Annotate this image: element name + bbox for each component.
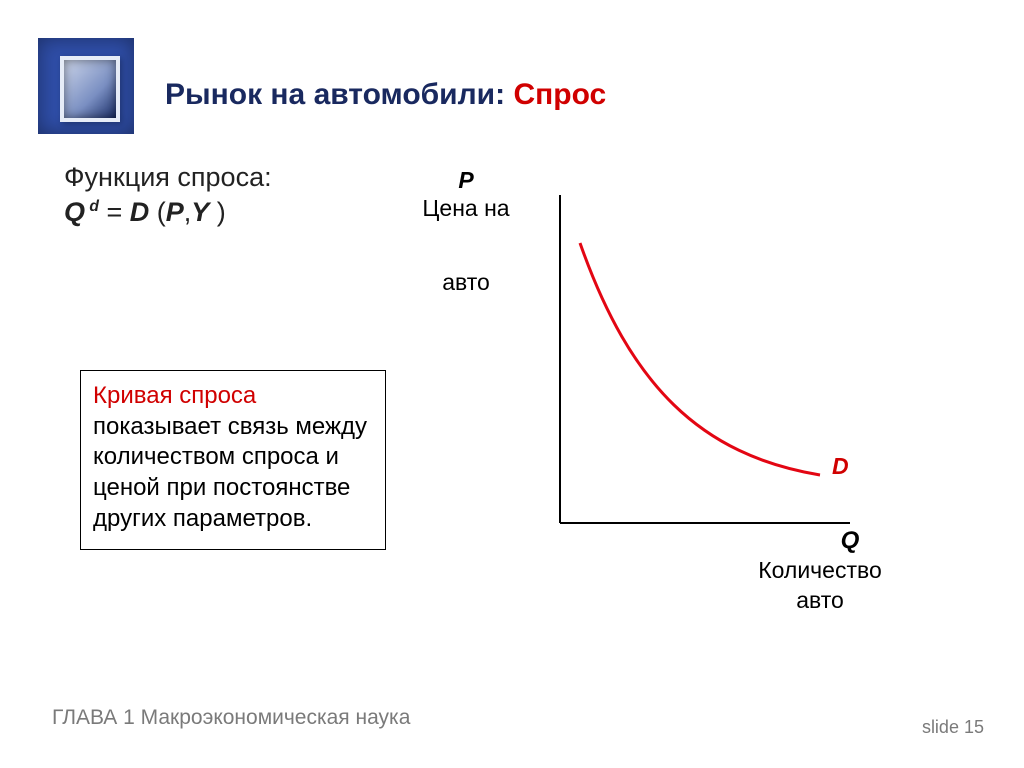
title-part2: Спрос bbox=[513, 78, 606, 111]
slide-logo bbox=[38, 38, 134, 134]
footer-slide-number: slide 15 bbox=[922, 717, 984, 738]
demand-curve-callout: Кривая спроса показывает связь между кол… bbox=[80, 370, 386, 550]
eq-P: P bbox=[166, 197, 184, 227]
demand-curve-chart: P Цена на авто D Q Количество авто bbox=[440, 165, 860, 585]
title-part1: Рынок на автомобили: bbox=[165, 78, 513, 111]
axis-label-Q-text1: Количество bbox=[730, 557, 910, 584]
axis-label-Q-text2: авто bbox=[730, 587, 910, 614]
callout-lead: Кривая спроса bbox=[93, 382, 256, 409]
axis-label-P-text2: авто bbox=[406, 269, 526, 296]
axis-label-Q: Q bbox=[790, 527, 910, 555]
curve-label-D: D bbox=[832, 453, 849, 480]
eq-Y: Y bbox=[191, 197, 209, 227]
chart-svg bbox=[440, 165, 860, 585]
eq-D: D bbox=[130, 197, 150, 227]
footer-slide-label: slide bbox=[922, 717, 964, 737]
footer-slide-num: 15 bbox=[964, 717, 984, 737]
function-line1: Функция спроса: bbox=[64, 160, 272, 195]
eq-close: ) bbox=[209, 197, 226, 227]
footer-chapter-label: ГЛАВА 1 bbox=[52, 706, 135, 729]
callout-rest: показывает связь между количеством спрос… bbox=[93, 413, 367, 532]
eq-sup-d: d bbox=[85, 198, 99, 215]
slide-logo-inner bbox=[60, 56, 120, 122]
slide-title: Рынок на автомобили: Спрос bbox=[165, 78, 606, 112]
axis-label-P-text1: Цена на bbox=[406, 195, 526, 222]
demand-curve bbox=[580, 243, 820, 475]
eq-open: ( bbox=[149, 197, 166, 227]
eq-Q: Q bbox=[64, 197, 85, 227]
footer-chapter: ГЛАВА 1 Макроэкономическая наука bbox=[52, 706, 410, 730]
function-equation: Q d = D (P,Y ) bbox=[64, 195, 272, 230]
axis-label-P: P bbox=[406, 167, 526, 194]
eq-equals: = bbox=[99, 197, 130, 227]
demand-function-block: Функция спроса: Q d = D (P,Y ) bbox=[64, 160, 272, 230]
footer-chapter-title: Макроэкономическая наука bbox=[135, 706, 411, 729]
